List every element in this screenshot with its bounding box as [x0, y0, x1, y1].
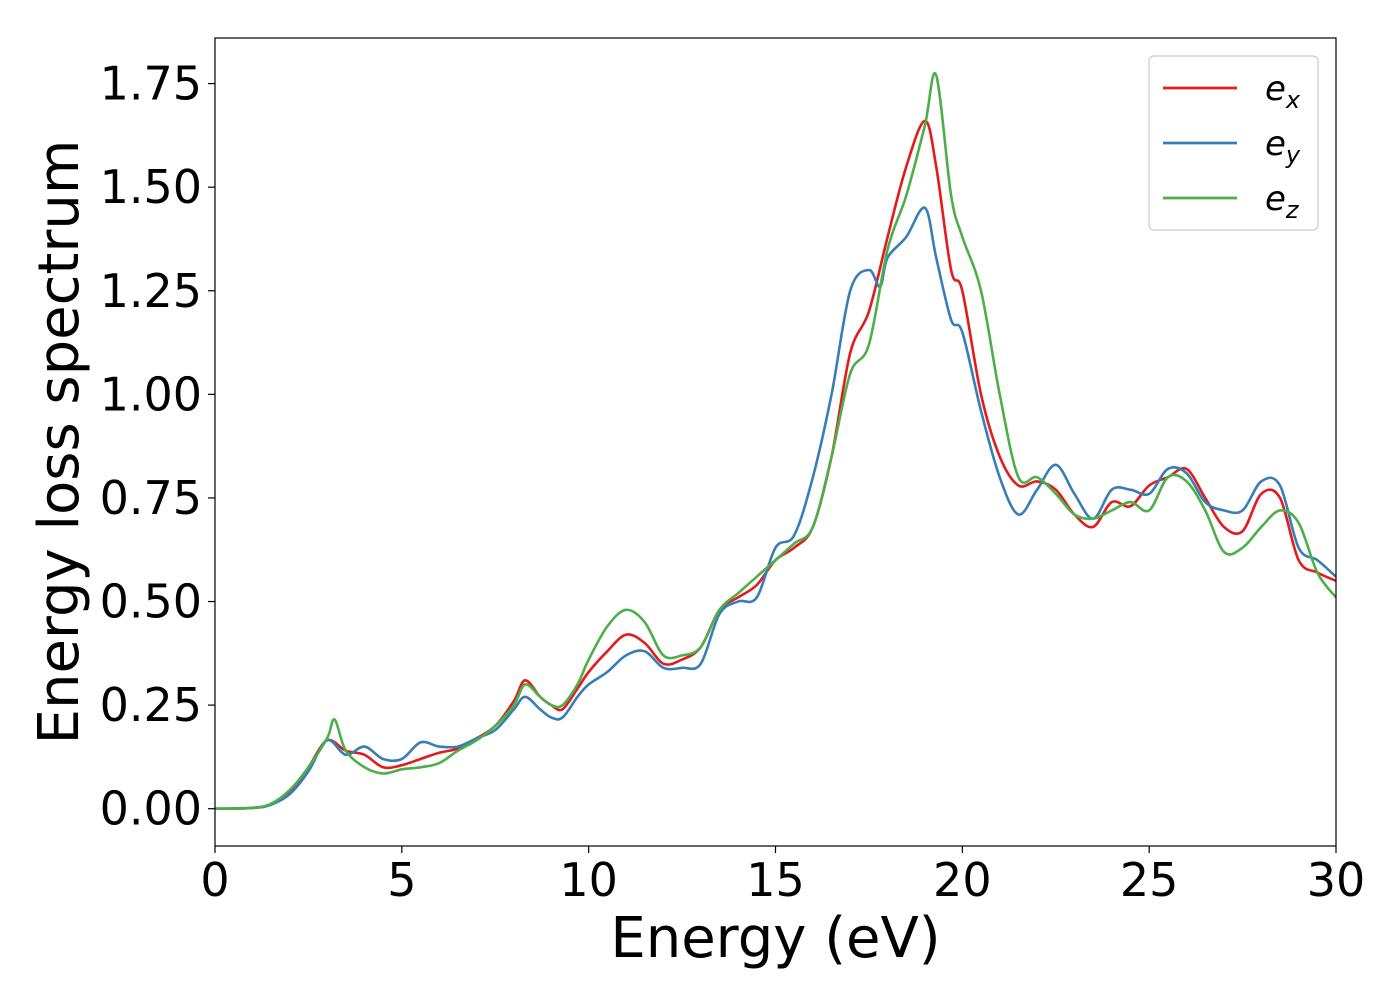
- y-axis-ticks: 0.00 0.25 0.50 0.75 1.00 1.25 1.50 1.75: [100, 57, 215, 836]
- x-axis-ticks: 0 5 10 15 20 25 30: [200, 846, 1365, 907]
- y-tick-label: 1.50: [100, 160, 202, 214]
- x-tick-label: 25: [1120, 853, 1179, 907]
- x-tick-label: 0: [200, 853, 229, 907]
- x-tick-label: 30: [1307, 853, 1366, 907]
- series-line-z: [215, 71, 1336, 810]
- legend-label-z: ez: [1265, 179, 1300, 224]
- y-tick-label: 0.00: [100, 782, 202, 836]
- series-line-x: [215, 119, 1336, 810]
- legend-label-x: ex: [1265, 69, 1301, 114]
- x-tick-label: 20: [933, 853, 992, 907]
- y-tick-label: 1.75: [100, 57, 202, 111]
- x-axis-label: Energy (eV): [610, 906, 940, 971]
- y-tick-label: 1.00: [100, 367, 202, 421]
- y-tick-label: 1.25: [100, 264, 202, 318]
- y-tick-label: 0.50: [100, 575, 202, 629]
- series-line-y: [215, 206, 1336, 810]
- y-axis-label: Energy loss spectrum: [27, 140, 92, 745]
- series-layer: [215, 71, 1336, 810]
- y-tick-label: 0.25: [100, 678, 202, 732]
- x-tick-label: 5: [387, 853, 416, 907]
- legend-label-y: ey: [1265, 124, 1301, 169]
- legend: ex ey ez: [1148, 55, 1319, 231]
- legend-items: ex ey ez: [1163, 69, 1301, 224]
- x-tick-label: 15: [746, 853, 805, 907]
- x-tick-label: 10: [559, 853, 618, 907]
- y-tick-label: 0.75: [100, 471, 202, 525]
